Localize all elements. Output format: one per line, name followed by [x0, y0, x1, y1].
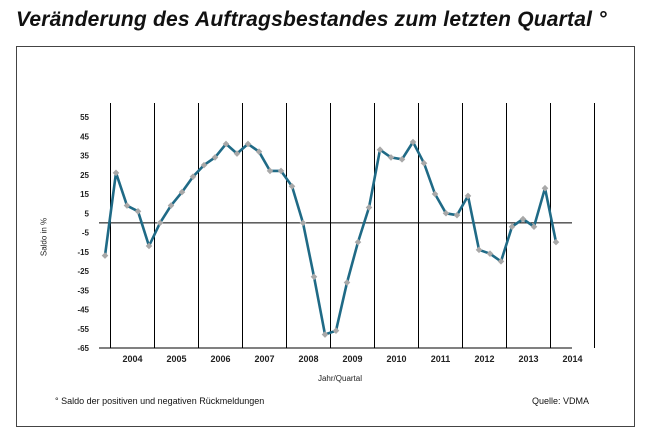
- data-point: [277, 167, 285, 175]
- y-tick-label: 5: [85, 209, 90, 218]
- data-point: [310, 273, 318, 281]
- x-tick-label: 2014: [562, 354, 582, 364]
- x-tick-label: 2012: [474, 354, 494, 364]
- chart-frame: [16, 46, 635, 427]
- data-point: [321, 331, 329, 338]
- y-tick-label: 25: [80, 171, 89, 180]
- data-point: [442, 209, 450, 217]
- data-point: [552, 238, 560, 246]
- data-point: [464, 192, 472, 200]
- y-tick-label: -25: [77, 267, 89, 276]
- data-point: [475, 246, 483, 254]
- data-point: [167, 202, 175, 209]
- y-tick-label: 45: [80, 132, 89, 141]
- x-tick-label: 2006: [210, 354, 230, 364]
- data-point: [431, 190, 439, 198]
- x-tick-label: 2008: [298, 354, 318, 364]
- data-point: [486, 250, 494, 257]
- x-tick-label: 2011: [431, 354, 451, 364]
- data-point: [519, 215, 527, 223]
- data-point: [354, 238, 362, 246]
- data-point: [178, 188, 186, 196]
- x-tick-label: 2010: [386, 354, 406, 364]
- x-tick-label: 2007: [254, 354, 274, 364]
- y-tick-label: 55: [80, 113, 89, 122]
- data-point: [508, 223, 516, 231]
- data-point: [145, 242, 153, 250]
- x-axis-label: Jahr/Quartal: [317, 374, 363, 383]
- y-tick-label: -15: [77, 248, 89, 257]
- data-point: [398, 156, 406, 163]
- chart-title: Veränderung des Auftragsbestandes zum le…: [16, 8, 607, 31]
- y-tick-label: -5: [82, 229, 90, 238]
- y-tick-label: -45: [77, 306, 89, 315]
- y-tick-label: 15: [80, 190, 89, 199]
- data-point: [376, 146, 384, 154]
- data-point: [123, 202, 131, 209]
- data-point: [156, 219, 164, 227]
- data-point: [365, 204, 373, 211]
- data-point: [189, 173, 197, 180]
- data-point: [343, 279, 351, 286]
- y-tick-label: -35: [77, 286, 89, 295]
- x-tick-label: 2005: [166, 354, 186, 364]
- x-axis-year-labels: 2004 2005 2006 2007 2008 2009 2010 2011 2012 2013…: [122, 354, 582, 364]
- y-tick-label: -65: [77, 344, 89, 353]
- data-point: [211, 154, 219, 161]
- data-point: [266, 167, 274, 175]
- y-tick-label: 35: [80, 152, 89, 161]
- x-tick-label: 2013: [518, 354, 538, 364]
- data-point: [200, 161, 208, 169]
- data-point: [332, 327, 340, 334]
- data-point: [497, 258, 505, 265]
- data-point: [233, 150, 241, 157]
- y-axis-ticks: 55 45 35 25 15 5 -5 -15 -25 -35 -45 -55 -65: [77, 113, 89, 353]
- data-point: [244, 140, 252, 148]
- data-point: [387, 154, 395, 161]
- data-point: [453, 211, 461, 219]
- data-point: [288, 183, 296, 190]
- data-point: [112, 169, 120, 177]
- series-markers: [101, 138, 560, 338]
- footnote: ° Saldo der positiven und negativen Rück…: [55, 396, 265, 406]
- source-credit: Quelle: VDMA: [532, 396, 590, 406]
- y-axis-label: Saldo in %: [39, 217, 49, 257]
- data-point: [420, 159, 428, 167]
- year-separator-lines: [110, 103, 595, 348]
- data-point: [530, 223, 538, 231]
- data-point: [222, 140, 230, 148]
- data-point: [541, 184, 549, 192]
- data-point: [299, 219, 307, 227]
- data-point: [134, 208, 142, 215]
- data-point: [409, 138, 417, 146]
- data-point: [255, 148, 263, 155]
- x-tick-label: 2009: [342, 354, 362, 364]
- x-tick-label: 2004: [122, 354, 142, 364]
- data-point: [101, 252, 109, 259]
- y-tick-label: -55: [77, 325, 89, 334]
